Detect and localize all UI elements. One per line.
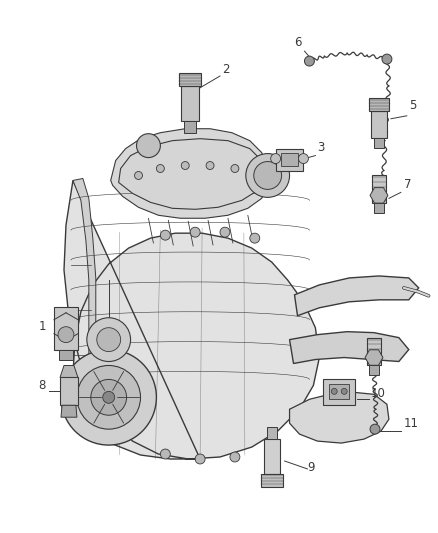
Circle shape [230, 452, 240, 462]
Text: 5: 5 [409, 99, 416, 112]
Text: 10: 10 [371, 387, 386, 400]
Circle shape [181, 161, 189, 169]
Circle shape [304, 56, 314, 66]
Text: 11: 11 [404, 417, 419, 430]
Polygon shape [374, 203, 384, 213]
Circle shape [137, 134, 160, 158]
Polygon shape [281, 152, 298, 166]
Polygon shape [367, 337, 381, 366]
Polygon shape [61, 405, 77, 417]
Text: 2: 2 [222, 63, 230, 76]
Circle shape [77, 366, 141, 429]
Polygon shape [54, 307, 78, 350]
Circle shape [190, 227, 200, 237]
Polygon shape [276, 149, 304, 171]
Polygon shape [179, 73, 201, 86]
Circle shape [220, 227, 230, 237]
Polygon shape [369, 366, 379, 375]
Text: 8: 8 [39, 379, 46, 392]
Circle shape [156, 165, 164, 173]
Circle shape [251, 174, 259, 182]
Polygon shape [290, 332, 409, 364]
Polygon shape [261, 474, 283, 487]
Polygon shape [60, 366, 78, 377]
Polygon shape [369, 98, 389, 111]
Circle shape [97, 328, 120, 352]
Text: 6: 6 [294, 36, 301, 49]
Circle shape [341, 389, 347, 394]
Circle shape [331, 389, 337, 394]
Circle shape [254, 161, 282, 189]
Polygon shape [323, 379, 355, 405]
Polygon shape [374, 138, 384, 148]
Polygon shape [264, 439, 279, 474]
Polygon shape [329, 384, 349, 399]
Polygon shape [372, 175, 386, 203]
Circle shape [134, 172, 142, 180]
Polygon shape [365, 350, 383, 365]
Text: 3: 3 [318, 141, 325, 154]
Polygon shape [267, 427, 277, 439]
Polygon shape [290, 392, 389, 443]
Polygon shape [184, 121, 196, 133]
Circle shape [382, 54, 392, 64]
Polygon shape [370, 188, 388, 203]
Circle shape [231, 165, 239, 173]
Circle shape [250, 233, 260, 243]
Text: 1: 1 [39, 320, 46, 333]
Text: 9: 9 [307, 461, 315, 474]
Circle shape [103, 391, 115, 403]
Circle shape [58, 327, 74, 343]
Polygon shape [73, 179, 96, 389]
Circle shape [91, 379, 127, 415]
Polygon shape [111, 129, 268, 218]
Circle shape [195, 454, 205, 464]
Polygon shape [119, 139, 264, 209]
Circle shape [61, 350, 156, 445]
Polygon shape [59, 350, 73, 360]
Circle shape [206, 161, 214, 169]
Polygon shape [60, 377, 78, 405]
Circle shape [160, 449, 170, 459]
Circle shape [160, 230, 170, 240]
Polygon shape [294, 276, 419, 316]
Polygon shape [181, 86, 199, 121]
Polygon shape [64, 181, 319, 459]
Circle shape [246, 154, 290, 197]
Polygon shape [371, 111, 387, 138]
Circle shape [370, 424, 380, 434]
Circle shape [87, 318, 131, 361]
Text: 7: 7 [404, 179, 411, 191]
Circle shape [271, 154, 281, 164]
Circle shape [298, 154, 308, 164]
